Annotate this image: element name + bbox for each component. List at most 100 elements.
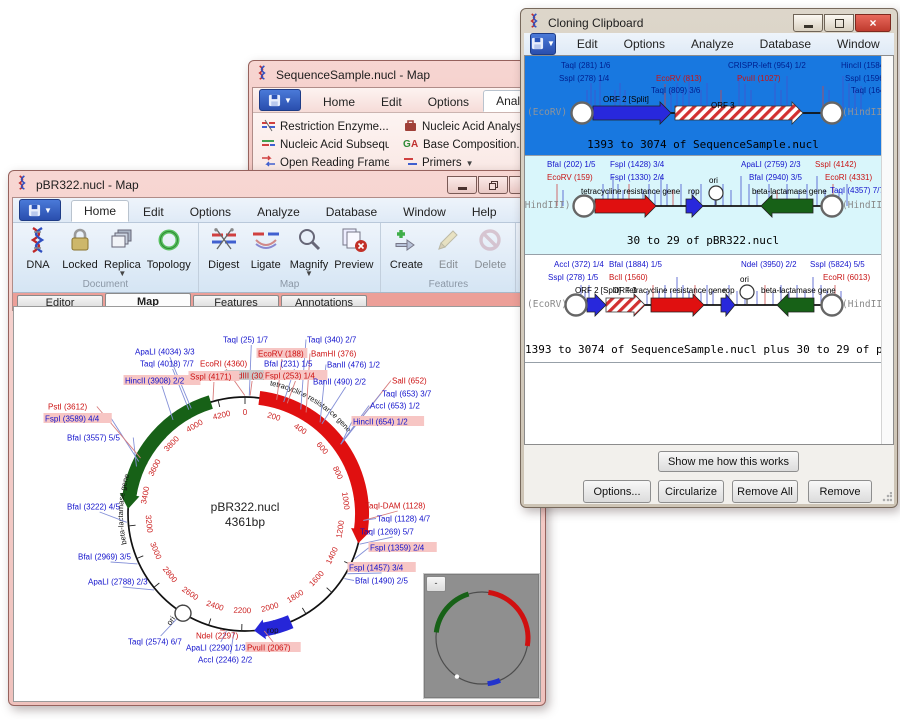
preview-button[interactable]: Preview — [331, 225, 376, 273]
save-split-button[interactable]: ▼ — [259, 89, 301, 111]
resize-grip[interactable] — [882, 492, 892, 502]
tab-pbr-edit[interactable]: Edit — [143, 205, 164, 219]
enzyme-site-label: ApaLI (4034) 3/3 — [135, 348, 195, 357]
enzyme-site-label: CRISPR-left (954) 1/2 — [728, 61, 806, 70]
enzyme-site-label: EcoRI (6013) — [823, 273, 871, 282]
enzyme-site-label: FspI (1359) 2/4 — [370, 544, 425, 553]
tab-pbr-home[interactable]: Home — [71, 200, 130, 222]
menu-help[interactable]: Help — [893, 35, 900, 53]
feature-label: rop — [723, 286, 735, 295]
feature-label: ORF 2 [Split] — [575, 286, 621, 295]
magnify-button[interactable]: Magnify ▼ — [287, 225, 332, 278]
options-button[interactable]: Options... — [583, 480, 651, 503]
doc-tab-map[interactable]: Map — [105, 293, 191, 310]
svg-text:800: 800 — [331, 465, 345, 481]
menu-item-primers[interactable]: Primers ▼ — [403, 155, 474, 171]
fragment-caption: 30 to 29 of pBR322.nucl — [626, 234, 780, 247]
replica-button[interactable]: Replica ▼ — [101, 225, 144, 278]
clipboard-fragment-2[interactable]: BfaI (202) 1/5 EcoRV (159) FspI (1428) 3/4… — [525, 156, 881, 255]
overview-plasmid-thumbnail — [433, 589, 531, 687]
svg-text:4200: 4200 — [212, 409, 232, 422]
digest-button[interactable]: Digest — [203, 225, 245, 273]
plasmid-map-pane[interactable]: 0 200 400 600 800 1000 1200 1400 1600 1800 2000 220… — [13, 306, 541, 702]
feature-label: ORF 3 — [613, 286, 637, 295]
enzyme-site-label: HincII (654) 1/2 — [353, 418, 408, 427]
create-button[interactable]: Create — [385, 225, 427, 273]
menu-database[interactable]: Database — [759, 37, 812, 51]
fragment-caption: 1393 to 3074 of SequenceSample.nucl — [587, 138, 819, 151]
tab-pbr-analyze[interactable]: Analyze — [257, 205, 300, 219]
enzyme-site-label: SspI (278) 1/5 — [548, 273, 599, 282]
close-button[interactable]: × — [855, 14, 891, 32]
clipboard-fragment-list: TaqI (281) 1/6 SspI (278) 1/4 EcoRV (813) T… — [524, 55, 894, 445]
tab-pbr-window[interactable]: Window — [403, 205, 446, 219]
sequencesample-titlebar[interactable]: SequenceSample.nucl - Map — [249, 61, 667, 87]
vertical-scrollbar[interactable] — [881, 56, 893, 444]
plasmid-size: 4361bp — [225, 515, 265, 529]
dna-button[interactable]: DNA — [17, 225, 59, 273]
clipboard-fragment-3[interactable]: AccI (372) 1/4 SspI (278) 1/5 BfaI (1884) … — [525, 255, 881, 363]
remove-button[interactable]: Remove — [808, 480, 872, 503]
save-split-button[interactable]: ▼ — [530, 32, 556, 55]
window-cloning-clipboard[interactable]: Cloning Clipboard × ▼ Edit Options Analyze… — [520, 8, 898, 508]
svg-text:1000: 1000 — [340, 491, 351, 510]
tab-pbr-options[interactable]: Options — [189, 205, 232, 219]
enzyme-site-label: FspI (253) 1/4 — [265, 372, 315, 381]
edit-button: Edit — [427, 225, 469, 273]
pbr322-ribbon-tabs: ▼ Home Edit Options Analyze Database Window He… — [13, 198, 541, 223]
svg-text:0: 0 — [243, 408, 248, 417]
tab-pbr-help[interactable]: Help — [471, 205, 497, 219]
app-dna-icon — [255, 65, 270, 85]
tab-pbr-database[interactable]: Database — [325, 205, 378, 219]
svg-text:1400: 1400 — [324, 545, 340, 565]
menu-edit[interactable]: Edit — [576, 37, 598, 51]
edit-icon — [435, 227, 461, 258]
enzyme-site-label: AccI (653) 1/2 — [370, 402, 420, 411]
tab-seq-edit[interactable]: Edit — [381, 95, 402, 109]
feature-label: ORF 2 [Split] — [603, 95, 649, 104]
locked-button[interactable]: Locked — [59, 225, 101, 273]
menu-item-restriction-enzyme[interactable]: Restriction Enzyme... — [261, 119, 389, 135]
toolbox-icon — [403, 119, 418, 135]
minimize-button[interactable] — [447, 176, 477, 194]
tab-seq-options[interactable]: Options — [427, 95, 470, 109]
pbr322-titlebar[interactable]: pBR322.nucl - Map × — [9, 171, 545, 197]
enzyme-site-label: BfaI (2940) 3/5 — [749, 173, 802, 182]
restore-button[interactable] — [478, 176, 508, 194]
menu-item-nucleic-acid-analysis-toolbox[interactable]: Nucleic Acid Analysis Toolbox — [403, 119, 531, 135]
fragment-left-end-label: (EcoRV) — [527, 107, 568, 118]
enzyme-site-label: TaqI-DAM (1128) — [365, 502, 426, 511]
minimize-button[interactable] — [793, 14, 823, 32]
svg-text:3400: 3400 — [139, 485, 151, 505]
enzyme-site-label: SspI (4171) — [190, 373, 232, 382]
fragment-left-end-label: (HindIII) — [525, 200, 571, 211]
svg-text:400: 400 — [292, 421, 309, 436]
menu-window[interactable]: Window — [837, 37, 880, 51]
svg-text:A: A — [411, 139, 418, 150]
overview-collapse-button[interactable]: - — [426, 576, 446, 592]
enzyme-site-label: BanII (490) 2/2 — [313, 378, 366, 387]
menu-item-nucleic-acid-subsequence[interactable]: Nucleic Acid Subsequence... — [261, 137, 389, 153]
window-pbr322[interactable]: pBR322.nucl - Map × ▼ Home Edit Options Ana… — [8, 170, 596, 706]
remove-all-button[interactable]: Remove All — [732, 480, 798, 503]
map-overview-panel[interactable]: - — [423, 573, 540, 699]
menu-item-base-composition[interactable]: G A Base Composition... — [403, 139, 526, 151]
svg-text:rop: rop — [267, 626, 279, 635]
show-me-how-button[interactable]: Show me how this works — [658, 451, 799, 472]
menu-analyze[interactable]: Analyze — [690, 37, 734, 51]
chevron-down-icon: ▼ — [118, 269, 127, 278]
clipboard-titlebar[interactable]: Cloning Clipboard × — [521, 9, 897, 35]
tab-seq-home[interactable]: Home — [323, 95, 356, 109]
menu-options[interactable]: Options — [623, 37, 665, 51]
menu-item-open-reading-frames[interactable]: Open Reading Frames... — [261, 155, 389, 171]
clipboard-fragment-1[interactable]: TaqI (281) 1/6 SspI (278) 1/4 EcoRV (813) T… — [525, 56, 881, 156]
clipboard-title: Cloning Clipboard — [548, 16, 644, 30]
sequencesample-title: SequenceSample.nucl - Map — [276, 68, 431, 82]
ligate-button[interactable]: Ligate — [245, 225, 287, 273]
save-split-button[interactable]: ▼ — [19, 199, 61, 221]
maximize-button[interactable] — [824, 14, 854, 32]
pbr322-title: pBR322.nucl - Map — [36, 178, 139, 192]
topology-button[interactable]: Topology — [144, 225, 194, 273]
circularize-button[interactable]: Circularize — [658, 480, 724, 503]
enzyme-site-label: SspI (4142) — [815, 160, 857, 169]
